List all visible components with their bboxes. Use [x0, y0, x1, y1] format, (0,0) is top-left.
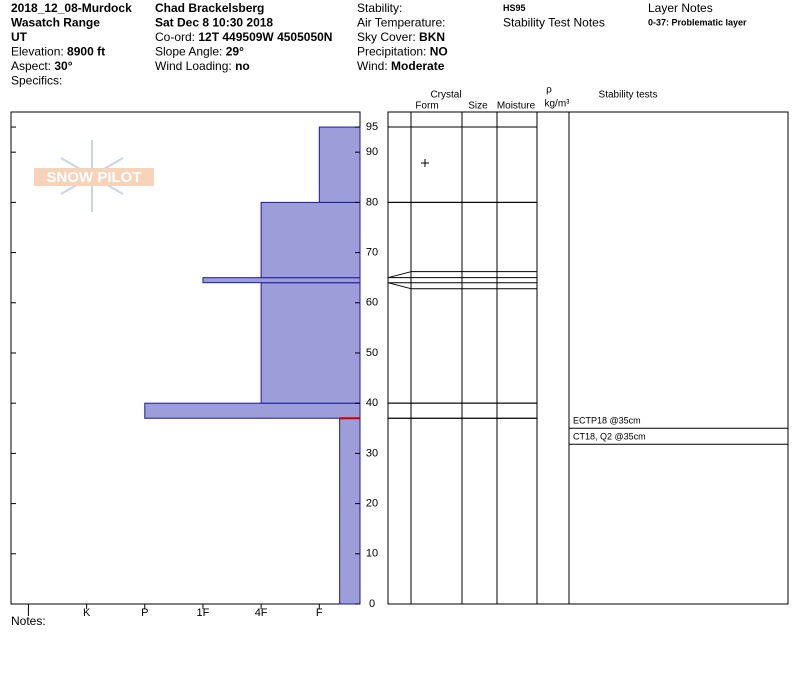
y-tick-label: 70	[366, 246, 378, 258]
header-line: 0-37: Problematic layer	[648, 18, 747, 28]
y-tick-label: 50	[366, 347, 378, 359]
header-label: Slope Angle:	[155, 45, 222, 59]
header-value: 0-37: Problematic layer	[648, 18, 747, 28]
x-tick-label: I	[27, 607, 30, 619]
hardness-bar	[260, 282, 361, 404]
layer-connector	[387, 282, 412, 290]
y-tick-label: 20	[366, 497, 378, 509]
header-line: Chad Brackelsberg	[155, 1, 264, 15]
x-tick-label: K	[83, 607, 91, 619]
header-line: HS95	[503, 3, 526, 13]
x-tick-label: P	[141, 607, 148, 619]
hardness-bar	[260, 201, 361, 279]
header-value: 29°	[226, 45, 244, 59]
header-value: UT	[11, 30, 28, 44]
header-value: NO	[430, 45, 448, 59]
header-line: Sky Cover: BKN	[357, 30, 445, 44]
hardness-bar	[202, 277, 361, 284]
header-line: Co-ord: 12T 449509W 4505050N	[155, 30, 332, 44]
header-value: Chad Brackelsberg	[155, 1, 264, 15]
column-header: kg/m³	[545, 99, 571, 110]
y-tick-label: 40	[366, 397, 378, 409]
stability-test: CT18, Q2 @35cm	[573, 432, 646, 442]
y-tick-label: 80	[366, 196, 378, 208]
header-label: Wind Loading:	[155, 59, 232, 73]
header-label: Precipitation:	[357, 45, 426, 59]
y-tick-label: 10	[366, 548, 378, 560]
crystal-symbol	[421, 159, 429, 167]
column-header: Form	[415, 101, 438, 112]
header-line: Elevation: 8900 ft	[11, 45, 105, 59]
header-label: Specifics:	[11, 74, 62, 88]
y-tick-label: 0	[369, 598, 375, 610]
y-tick-label: 30	[366, 447, 378, 459]
layer-connector	[387, 271, 412, 279]
header-label: Layer Notes	[648, 1, 713, 15]
column-header: Size	[468, 101, 488, 112]
header-label: Wind:	[357, 59, 388, 73]
header-line: Wind: Moderate	[357, 59, 445, 73]
layer-table-frame	[387, 111, 789, 605]
header-value: BKN	[419, 30, 445, 44]
hardness-bar	[144, 402, 361, 419]
stability-test: ECTP18 @35cm	[573, 416, 641, 426]
header-line: Slope Angle: 29°	[155, 45, 244, 59]
header-line: UT	[11, 30, 28, 44]
header-line: Stability:	[357, 1, 402, 15]
header-value: 8900 ft	[67, 45, 105, 59]
header-line: Aspect: 30°	[11, 59, 73, 73]
header-line: Wasatch Range	[11, 16, 100, 30]
logo-text: SNOW PILOT	[47, 169, 142, 186]
hardness-bar	[318, 126, 361, 203]
header-label: Aspect:	[11, 59, 51, 73]
y-tick-label: 60	[366, 297, 378, 309]
x-tick-label: 4F	[255, 607, 268, 619]
column-header: Crystal	[430, 90, 461, 101]
header-line: Air Temperature:	[357, 16, 445, 30]
header-value: Sat Dec 8 10:30 2018	[155, 16, 273, 30]
header-value: HS95	[503, 3, 526, 13]
header-value: Wasatch Range	[11, 16, 100, 30]
column-header: Stability tests	[599, 90, 658, 101]
header-line: Stability Test Notes	[503, 16, 605, 30]
header-line: Specifics:	[11, 74, 62, 88]
header-value: no	[235, 59, 250, 73]
y-tick-label: 95	[366, 121, 378, 133]
header-line: Wind Loading: no	[155, 59, 250, 73]
header-label: Stability Test Notes	[503, 16, 605, 30]
logo: SNOW PILOT	[34, 140, 154, 212]
hardness-bar	[339, 417, 361, 605]
logo-band	[34, 168, 154, 186]
header-line: 2018_12_08-Murdock	[11, 1, 132, 15]
notes-label: Notes:	[11, 614, 46, 628]
x-tick-label: 1F	[197, 607, 210, 619]
x-tick-label: F	[316, 607, 323, 619]
header-value: 2018_12_08-Murdock	[11, 1, 132, 15]
header-label: Sky Cover:	[357, 30, 416, 44]
column-header: ρ	[546, 85, 552, 96]
y-tick-label: 90	[366, 146, 378, 158]
header-label: Co-ord:	[155, 30, 195, 44]
header-label: Elevation:	[11, 45, 64, 59]
header-value: 30°	[54, 59, 72, 73]
column-header: Moisture	[497, 101, 536, 112]
header-line: Sat Dec 8 10:30 2018	[155, 16, 273, 30]
header-value: 12T 449509W 4505050N	[198, 30, 332, 44]
header-value: Moderate	[391, 59, 445, 73]
header-label: Stability:	[357, 1, 402, 15]
header-line: Layer Notes	[648, 1, 713, 15]
header-line: Precipitation: NO	[357, 45, 448, 59]
header-label: Air Temperature:	[357, 16, 445, 30]
